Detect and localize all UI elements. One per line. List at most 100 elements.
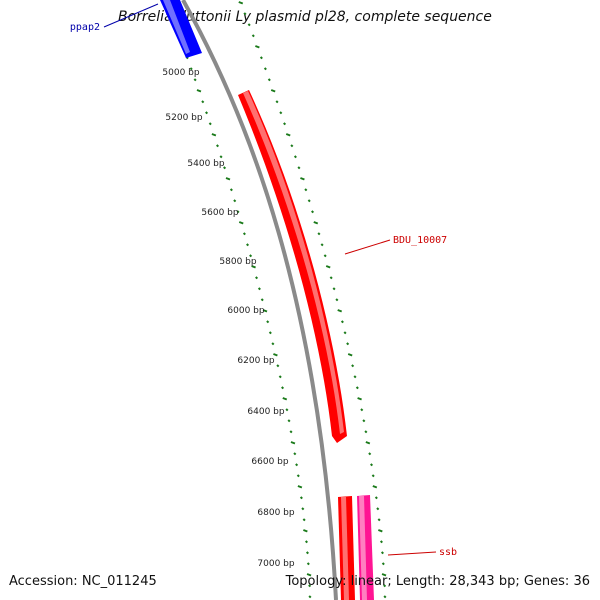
outer-ring-tick [293, 155, 297, 159]
outer-ring-tick [381, 562, 385, 566]
outer-ring-tick [351, 364, 355, 368]
tick-label-6600: 6600 bp [251, 457, 288, 467]
inner-ring-tick [304, 540, 308, 544]
outer-ring-tick [376, 507, 380, 511]
gene-ppap2-label: ppap2 [70, 22, 100, 33]
tick-label-6800: 6800 bp [257, 508, 294, 518]
inner-ring-tick [262, 309, 268, 313]
inner-ring-tick [271, 342, 275, 346]
inner-ring-tick [295, 463, 299, 467]
inner-ring-tick [278, 375, 282, 379]
outer-ring-tick [290, 144, 294, 148]
outer-ring-tick [259, 56, 263, 60]
outer-ring-tick [247, 23, 251, 27]
inner-ring-tick [219, 155, 223, 159]
outer-ring-tick [300, 177, 305, 181]
inner-ring-tick [296, 474, 300, 478]
outer-ring-tick [325, 265, 331, 269]
inner-ring-tick [299, 496, 303, 500]
outer-ring-tick [360, 408, 364, 412]
inner-ring-tick [308, 595, 312, 599]
inner-ring-tick [229, 188, 233, 192]
gene-ssb-leader [387, 551, 437, 556]
tick-label-5400: 5400 bp [187, 159, 224, 169]
outer-ring-tick [383, 584, 387, 588]
outer-ring-tick [332, 287, 336, 291]
outer-ring-tick [317, 232, 321, 236]
outer-ring-tick [243, 12, 247, 16]
outer-ring-tick [347, 353, 353, 357]
inner-ring-tick [193, 78, 197, 82]
inner-ring-tick [233, 199, 237, 203]
tick-label-7000: 7000 bp [257, 559, 294, 569]
inner-ring-tick [255, 276, 259, 280]
sequence-backbone [181, 0, 338, 600]
tick-label-6000: 6000 bp [227, 306, 264, 316]
inner-ring-tick [308, 584, 312, 588]
inner-ring-tick [225, 177, 231, 181]
inner-ring-tick [260, 298, 264, 302]
gene-ssb[interactable] [338, 496, 355, 600]
gene-ppap2-highlight [163, 0, 190, 54]
inner-ring-tick [276, 364, 280, 368]
outer-ring-tick [379, 540, 383, 544]
outer-ring-tick [283, 122, 287, 126]
inner-ring-tick [306, 562, 310, 566]
inner-ring-tick [208, 122, 212, 126]
tick-label-5800: 5800 bp [219, 257, 256, 267]
inner-ring-tick [268, 331, 272, 335]
outer-ring-tick [313, 221, 319, 225]
outer-ring-tick [380, 551, 384, 555]
tick-label-5600: 5600 bp [201, 208, 238, 218]
inner-ring-tick [238, 221, 244, 225]
outer-ring-tick [377, 518, 381, 522]
inner-ring-tick [189, 67, 193, 71]
inner-ring-tick [249, 254, 253, 258]
tick-label-6200: 6200 bp [237, 356, 274, 366]
inner-ring-tick [282, 397, 288, 401]
outer-ring-tick [362, 419, 366, 423]
gene-bdu-10007-label: BDU_10007 [393, 235, 447, 246]
tick-label-5000: 5000 bp [162, 68, 199, 78]
summary-label: Topology: linear; Length: 28,343 bp; Gen… [285, 574, 590, 589]
outer-ring-tick [279, 111, 283, 115]
outer-ring-tick [370, 463, 374, 467]
inner-ring-tick [196, 89, 202, 93]
outer-ring-tick [329, 276, 333, 280]
inner-ring-tick [205, 111, 209, 115]
tick-labels: 5000 bp 5200 bp 5400 bp 5600 bp 5800 bp 6000 … [162, 68, 294, 569]
inner-ring-tick [289, 430, 293, 434]
outer-tick-ring [238, 1, 387, 599]
outer-ring-tick [374, 496, 378, 500]
gene-pink-highlight [359, 496, 367, 600]
inner-ring-tick [201, 100, 205, 104]
gene-pink[interactable]: ssb [357, 495, 457, 600]
inner-ring-tick [266, 320, 270, 324]
inner-ring-tick [236, 210, 240, 214]
inner-ring-tick [281, 386, 285, 390]
outer-ring-tick [337, 309, 343, 313]
outer-ring-tick [238, 1, 244, 5]
inner-ring-tick [273, 353, 278, 357]
outer-ring-tick [311, 210, 315, 214]
outer-ring-tick [270, 89, 276, 93]
outer-ring-tick [357, 397, 362, 401]
inner-ring-tick [242, 232, 246, 236]
inner-ring-tick [305, 551, 309, 555]
gene-ppap2[interactable]: ppap2 [70, 0, 202, 58]
outer-ring-tick [335, 298, 339, 302]
gene-bdu-10007[interactable]: BDU_10007 [238, 90, 447, 443]
inner-ring-tick [257, 287, 261, 291]
accession-label: Accession: NC_011245 [9, 574, 157, 589]
gene-ppap2-leader [103, 3, 159, 28]
inner-ring-tick [297, 485, 303, 489]
gene-bdu-10007-shape[interactable] [238, 90, 347, 443]
inner-ring-tick [306, 573, 312, 577]
outer-ring-tick [285, 133, 291, 137]
inner-ring-tick [303, 529, 308, 533]
outer-ring-tick [368, 452, 372, 456]
outer-ring-tick [255, 45, 260, 49]
inner-ring-tick [293, 452, 297, 456]
inner-ring-tick [211, 133, 217, 137]
